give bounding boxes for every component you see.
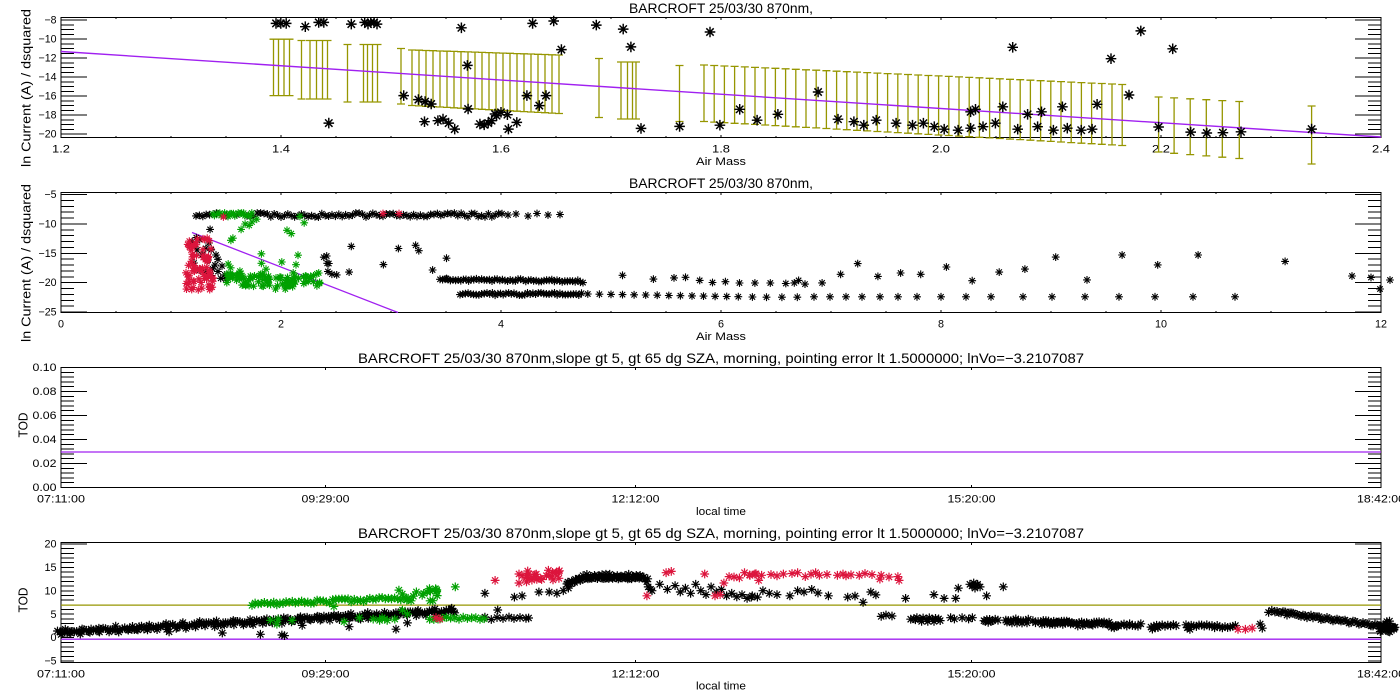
svg-text:Air Mass: Air Mass <box>696 331 747 343</box>
svg-text:1.4: 1.4 <box>272 144 290 156</box>
svg-text:BARCROFT 25/03/30 870nm,slope: BARCROFT 25/03/30 870nm,slope gt 5, gt 6… <box>358 525 1084 541</box>
svg-text:local time: local time <box>696 681 746 693</box>
svg-text:0.10: 0.10 <box>33 362 57 374</box>
svg-text:1.6: 1.6 <box>492 144 510 156</box>
svg-text:−14: −14 <box>39 72 57 84</box>
svg-text:07:11:00: 07:11:00 <box>37 669 85 681</box>
svg-text:2.0: 2.0 <box>932 144 950 156</box>
svg-text:TOD: TOD <box>17 413 31 438</box>
svg-text:4: 4 <box>498 319 504 331</box>
svg-text:2.4: 2.4 <box>1372 144 1390 156</box>
svg-text:−12: −12 <box>39 53 57 65</box>
svg-text:18:42:00: 18:42:00 <box>1357 494 1400 506</box>
svg-text:10: 10 <box>1155 319 1167 331</box>
svg-text:15:20:00: 15:20:00 <box>948 669 996 681</box>
svg-text:2.2: 2.2 <box>1152 144 1170 156</box>
svg-text:0.00: 0.00 <box>33 482 57 494</box>
svg-text:−10: −10 <box>39 219 57 231</box>
svg-text:−18: −18 <box>39 110 57 122</box>
svg-text:BARCROFT 25/03/30 870nm,: BARCROFT 25/03/30 870nm, <box>629 175 813 191</box>
svg-text:6: 6 <box>718 319 724 331</box>
svg-text:local time: local time <box>696 506 746 518</box>
svg-text:0.08: 0.08 <box>33 386 57 398</box>
svg-text:09:29:00: 09:29:00 <box>302 494 350 506</box>
svg-text:−25: −25 <box>39 307 57 319</box>
svg-text:12:12:00: 12:12:00 <box>612 669 660 681</box>
svg-text:ln Current (A) / dsquared: ln Current (A) / dsquared <box>20 9 34 167</box>
svg-text:0.04: 0.04 <box>33 434 57 446</box>
svg-text:15: 15 <box>45 562 57 574</box>
svg-text:0.06: 0.06 <box>33 410 57 422</box>
svg-text:07:11:00: 07:11:00 <box>37 494 85 506</box>
svg-text:09:29:00: 09:29:00 <box>302 669 350 681</box>
svg-text:−15: −15 <box>39 248 57 260</box>
svg-text:−5: −5 <box>45 189 57 201</box>
svg-text:−20: −20 <box>39 129 57 141</box>
svg-text:−20: −20 <box>39 277 57 289</box>
svg-text:10: 10 <box>45 585 57 597</box>
svg-text:−5: −5 <box>45 656 57 668</box>
svg-text:20: 20 <box>45 539 57 551</box>
svg-text:1.8: 1.8 <box>712 144 730 156</box>
svg-text:12:12:00: 12:12:00 <box>612 494 660 506</box>
svg-text:1.2: 1.2 <box>52 144 70 156</box>
svg-text:8: 8 <box>938 319 944 331</box>
svg-text:0: 0 <box>51 632 57 644</box>
svg-text:12: 12 <box>1375 319 1387 331</box>
svg-text:TOD: TOD <box>17 588 31 613</box>
svg-text:BARCROFT 25/03/30 870nm,slope: BARCROFT 25/03/30 870nm,slope gt 5, gt 6… <box>358 350 1084 366</box>
svg-text:Air Mass: Air Mass <box>696 156 747 168</box>
svg-text:2: 2 <box>278 319 284 331</box>
svg-text:0.02: 0.02 <box>33 458 57 470</box>
svg-text:18:42:00: 18:42:00 <box>1357 669 1400 681</box>
svg-text:0: 0 <box>58 319 64 331</box>
svg-text:ln Current (A) / dsquared: ln Current (A) / dsquared <box>20 184 34 342</box>
svg-text:−8: −8 <box>45 15 57 27</box>
svg-text:15:20:00: 15:20:00 <box>948 494 996 506</box>
svg-text:−16: −16 <box>39 91 57 103</box>
svg-text:BARCROFT 25/03/30 870nm,: BARCROFT 25/03/30 870nm, <box>629 0 813 16</box>
svg-text:−10: −10 <box>39 34 57 46</box>
svg-text:5: 5 <box>51 609 57 621</box>
